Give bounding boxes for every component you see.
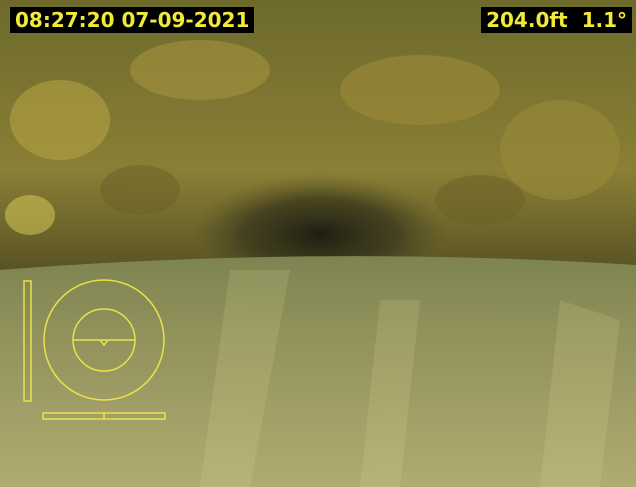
distance: 204.0ft	[486, 8, 568, 32]
timestamp: 08:27:20 07-09-2021	[10, 7, 255, 33]
position-readout: 204.0ft 1.1°	[481, 7, 632, 33]
incline: 1.1°	[581, 8, 627, 32]
hud-graphics	[23, 279, 166, 420]
